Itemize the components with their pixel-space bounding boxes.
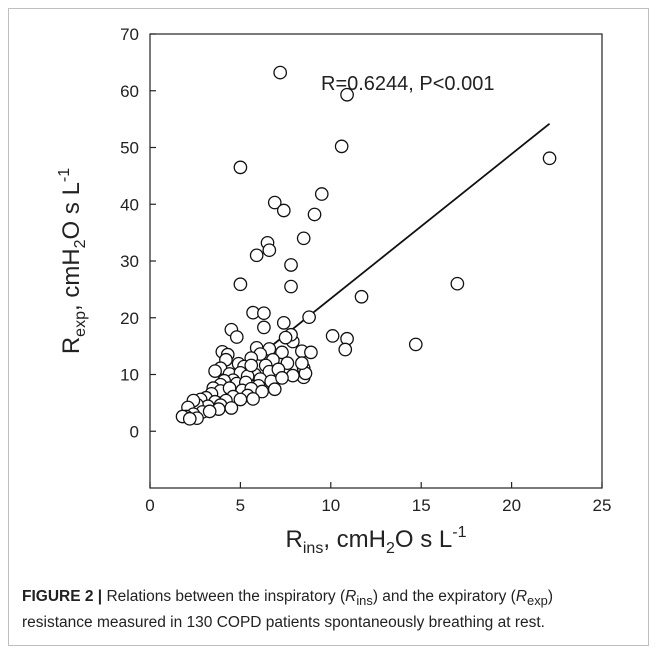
x-label-unit-tail: O s L [395,526,452,553]
x-label-sub: ins [303,540,323,557]
y-axis-label: Rexp, cmH2O s L-1 [56,168,89,354]
y-label-unit-sub: 2 [72,239,89,248]
data-point [314,187,329,201]
figure-caption: FIGURE 2 | Relations between the inspira… [22,586,642,634]
x-tick-label: 0 [145,496,154,515]
y-label-sub: exp [72,311,89,337]
caption-r-ins-sub: ins [356,593,373,609]
x-tick-label: 15 [412,496,431,515]
data-point [275,371,289,385]
data-point [408,337,423,352]
data-point [450,276,465,291]
x-tick-label: 25 [593,496,612,515]
caption-r-exp-sub: exp [527,593,548,609]
x-tick-label: 10 [321,496,340,515]
data-point [334,139,349,154]
y-tick-label: 20 [120,309,139,328]
data-point [276,316,291,330]
scatter-chart: 0 5 10 15 20 25 0 10 20 30 40 50 60 70 R=0.6244, P<0.0… [56,25,612,557]
plot-border [149,33,603,489]
data-point [275,345,289,360]
data-point [307,207,322,222]
data-point [542,151,557,166]
data-point [267,195,282,210]
y-label-unit: , cmH [58,248,85,311]
y-tick-label: 50 [120,139,139,158]
correlation-annotation: R=0.6244, P<0.001 [321,73,494,95]
x-tick-label: 20 [502,496,521,515]
data-point [257,306,271,321]
data-point [296,231,311,246]
data-point [278,330,293,345]
data-point [244,358,259,373]
data-point [302,310,316,325]
data-point [304,345,318,360]
caption-text-1: Relations between the inspiratory ( [102,588,346,605]
data-point [229,330,244,344]
data-point [354,289,369,304]
data-point [276,203,291,218]
data-point [257,320,271,335]
x-label-unit-sup: -1 [452,524,466,541]
x-label-unit: , cmH [323,526,386,553]
x-axis-label: Rins, cmH2O s L-1 [286,524,467,557]
data-point [284,279,298,294]
data-point [233,160,248,175]
data-point [284,258,298,272]
data-point [273,65,288,80]
x-label-unit-sub: 2 [386,540,395,557]
data-point [295,356,309,370]
caption-text-2: ) and the expiratory ( [372,588,516,605]
data-point [249,248,264,263]
data-point [224,401,239,415]
data-point [202,404,217,419]
x-tick-label: 5 [236,496,245,515]
caption-r-ins: R [345,588,357,605]
figure-frame: 0 5 10 15 20 25 0 10 20 30 40 50 60 70 R=0.6244, P<0.0… [8,8,649,646]
data-point [262,243,277,258]
caption-text-3: ) [547,588,554,605]
data-point [340,87,354,102]
y-label-unit-sup: -1 [56,168,73,182]
y-tick-label: 30 [120,252,139,271]
caption-r-exp: R [515,588,528,605]
data-point [233,277,248,292]
y-tick-label: 10 [120,366,139,385]
data-point [267,382,282,397]
x-label-r: R [286,526,303,553]
data-point [325,329,340,343]
data-point [246,392,260,406]
caption-line-2: resistance measured in 130 COPD patients… [22,614,545,632]
data-point [208,364,222,378]
caption-label: FIGURE 2 | [22,588,103,605]
data-point [182,411,197,426]
y-label-r: R [58,337,85,354]
y-tick-label: 0 [130,422,139,441]
y-tick-label: 40 [120,195,139,214]
y-label-unit-tail: O s L [58,182,85,239]
y-tick-label: 70 [120,25,139,44]
data-point [338,342,353,357]
y-tick-label: 60 [120,82,139,101]
